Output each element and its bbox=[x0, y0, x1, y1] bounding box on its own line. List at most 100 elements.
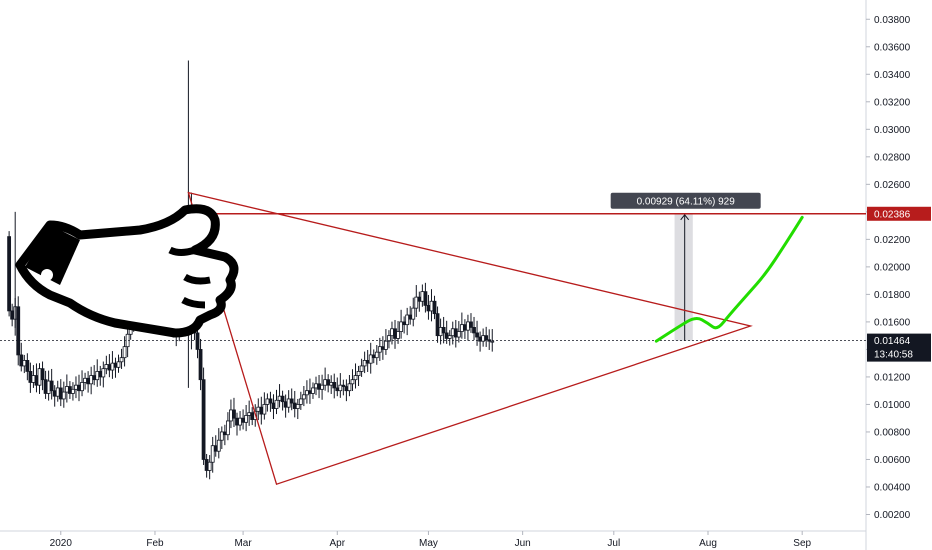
candle-body bbox=[338, 384, 343, 392]
bar-countdown: 13:40:58 bbox=[874, 350, 913, 361]
candle-body bbox=[107, 364, 112, 371]
candle-body bbox=[58, 387, 63, 400]
candle-body bbox=[119, 357, 124, 363]
candle-body bbox=[61, 391, 66, 400]
candle-body bbox=[332, 382, 337, 389]
candle-body bbox=[374, 351, 379, 359]
measure-label: 0.00929 (64.11%) 929 bbox=[637, 196, 736, 207]
price-tick-label: 0.02200 bbox=[874, 235, 911, 246]
candle-body bbox=[423, 291, 428, 306]
candle-body bbox=[350, 379, 355, 385]
candle-body bbox=[259, 406, 264, 415]
candle-body bbox=[89, 375, 94, 385]
candle-body bbox=[256, 406, 261, 412]
candle-body bbox=[207, 461, 212, 471]
resistance-tag-bg bbox=[867, 206, 931, 221]
candle-body bbox=[232, 409, 236, 419]
candle-body bbox=[484, 335, 489, 341]
candle-body bbox=[238, 417, 242, 426]
candle-body bbox=[320, 384, 324, 390]
candle-body bbox=[265, 398, 270, 405]
candle-body bbox=[353, 375, 358, 381]
candle-body bbox=[417, 296, 422, 302]
candle-body bbox=[344, 386, 349, 392]
candle-body bbox=[98, 371, 103, 378]
candle-body bbox=[46, 380, 51, 394]
candle-body bbox=[298, 398, 303, 405]
measure-arrow-head bbox=[680, 213, 690, 221]
candle-body bbox=[40, 368, 45, 381]
time-tick-label: May bbox=[419, 538, 438, 549]
time-tick-label: Jun bbox=[515, 538, 531, 549]
candle-body bbox=[216, 439, 221, 452]
price-tick-label: 0.02800 bbox=[874, 152, 911, 163]
current-price-tag-bg bbox=[867, 333, 931, 362]
price-tick-label: 0.03800 bbox=[874, 15, 911, 26]
price-tick-label: 0.01600 bbox=[874, 317, 911, 328]
candle-body bbox=[222, 431, 227, 436]
time-axis[interactable]: 2020 Feb Mar Apr May Jun Jul Aug Sep bbox=[0, 530, 866, 549]
candle-body bbox=[210, 445, 215, 463]
candle-body bbox=[74, 384, 78, 390]
candle-body bbox=[438, 327, 443, 337]
candle-body bbox=[402, 321, 407, 326]
candle-body bbox=[323, 379, 328, 386]
candle-body bbox=[384, 340, 388, 350]
candle-body bbox=[420, 291, 425, 302]
candle-body bbox=[80, 382, 84, 392]
candle-body bbox=[204, 459, 209, 471]
candle-body bbox=[101, 368, 106, 378]
candle-body bbox=[110, 362, 115, 371]
candle-body bbox=[25, 360, 30, 372]
candle-body bbox=[341, 384, 346, 387]
candle-body bbox=[311, 387, 315, 394]
candle-body bbox=[472, 327, 476, 334]
candle-body bbox=[229, 409, 233, 422]
candle-body bbox=[441, 327, 446, 334]
price-tick-label: 0.03200 bbox=[874, 97, 911, 108]
candle-body bbox=[225, 420, 230, 436]
hand-icon-button bbox=[41, 269, 53, 281]
candle-body bbox=[235, 417, 239, 426]
candle-body bbox=[450, 328, 455, 337]
candle-body bbox=[219, 431, 224, 441]
candle-body bbox=[71, 388, 75, 394]
hand-icon bbox=[15, 204, 239, 338]
candle-body bbox=[289, 398, 294, 404]
candle-body bbox=[414, 296, 419, 309]
candle-body bbox=[247, 412, 252, 416]
projection-path bbox=[654, 215, 804, 343]
candle-body bbox=[435, 313, 440, 337]
time-tick-label: Jul bbox=[607, 538, 620, 549]
price-tick-label: 0.00200 bbox=[874, 510, 911, 521]
candle-body bbox=[347, 383, 352, 392]
price-tick-label: 0.03400 bbox=[874, 70, 911, 81]
candle-body bbox=[292, 402, 297, 409]
price-tick-label: 0.03600 bbox=[874, 42, 911, 53]
candle-body bbox=[10, 310, 15, 320]
candle-body bbox=[295, 404, 300, 409]
candle-body bbox=[411, 307, 416, 320]
price-tick-label: 0.00600 bbox=[874, 455, 911, 466]
candle-body bbox=[393, 328, 397, 339]
candle-body bbox=[122, 346, 127, 359]
candle-body bbox=[86, 377, 91, 385]
candle-body bbox=[314, 383, 318, 389]
candle-body bbox=[213, 445, 218, 452]
candle-body bbox=[390, 328, 394, 337]
candle-body bbox=[283, 401, 288, 408]
candle-body bbox=[365, 360, 370, 364]
candle-body bbox=[459, 324, 464, 332]
candle-body bbox=[49, 380, 54, 392]
triangle-pattern bbox=[187, 191, 753, 486]
candle-body bbox=[244, 415, 249, 423]
candle-body bbox=[19, 354, 24, 367]
current-price-tag: 0.01464 bbox=[874, 336, 911, 347]
candle-body bbox=[405, 314, 410, 326]
candle-body bbox=[304, 390, 309, 396]
hand-icon-knuckle bbox=[183, 273, 211, 285]
candle-body bbox=[31, 375, 36, 383]
candle-body bbox=[377, 346, 382, 353]
candle-body bbox=[198, 349, 203, 381]
